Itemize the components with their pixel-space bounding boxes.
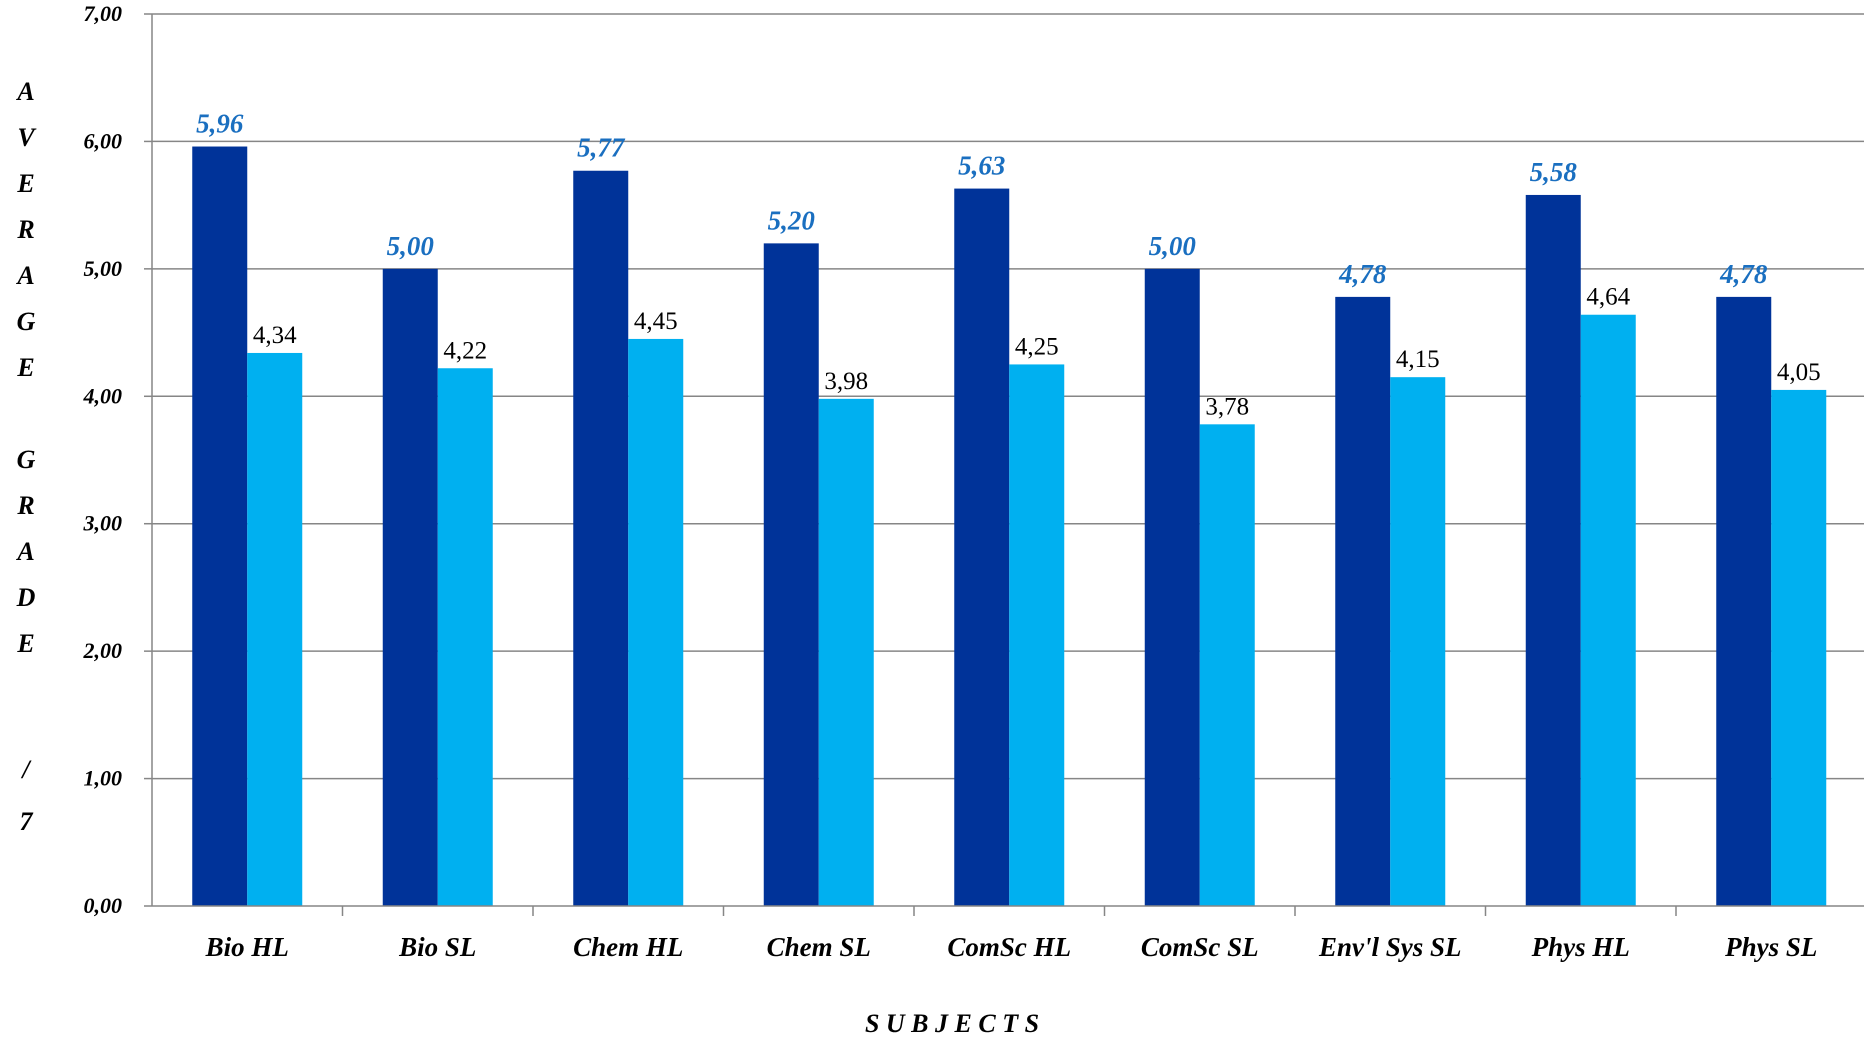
y-axis-title-letter: / xyxy=(20,755,32,784)
y-tick-label: 1,00 xyxy=(84,766,123,791)
bar-series1 xyxy=(573,170,629,907)
y-axis-title-letter: D xyxy=(16,583,36,612)
bar-series2 xyxy=(628,338,684,906)
bar-series2 xyxy=(1199,424,1255,906)
y-tick-label: 3,00 xyxy=(83,511,123,536)
data-label-series2: 4,34 xyxy=(253,322,297,349)
data-label-series2: 4,25 xyxy=(1015,333,1059,360)
y-tick-label: 5,00 xyxy=(84,256,123,281)
data-label-series1: 5,00 xyxy=(1149,231,1197,261)
x-category-label: Bio HL xyxy=(205,932,289,962)
data-label-series1: 5,77 xyxy=(577,133,626,163)
y-axis-title-letter: A xyxy=(15,537,34,566)
data-label-series2: 4,05 xyxy=(1777,359,1821,386)
bars xyxy=(192,146,1827,907)
y-tick-labels: 0,00 1,00 2,00 3,00 4,00 5,00 6,00 7,00 xyxy=(83,1,123,918)
x-category-label: Chem HL xyxy=(573,932,683,962)
data-label-series2: 3,78 xyxy=(1205,393,1249,420)
y-tick-label: 6,00 xyxy=(84,128,123,153)
y-axis-title-letter: V xyxy=(17,123,37,152)
bar-series1 xyxy=(763,243,819,906)
y-tick-label: 7,00 xyxy=(84,1,123,26)
y-axis-title-letter: G xyxy=(17,307,36,336)
bar-series2 xyxy=(1009,364,1065,906)
bar-series2 xyxy=(1390,377,1446,907)
x-category-label: ComSc HL xyxy=(947,932,1071,962)
data-label-series2: 4,22 xyxy=(443,337,487,364)
x-category-label: Phys HL xyxy=(1531,932,1630,962)
bar-series1 xyxy=(954,188,1010,906)
y-axis-title-letter: G xyxy=(17,445,36,474)
data-label-series1: 5,00 xyxy=(387,231,435,261)
data-label-series2: 4,15 xyxy=(1396,346,1440,373)
y-tick-label: 4,00 xyxy=(83,383,123,408)
bar-series2 xyxy=(247,352,303,907)
data-labels: 5,96 4,34 5,00 4,22 5,77 4,45 5,20 3,98 5,63 4,25… xyxy=(196,109,1821,421)
data-label-series1: 5,63 xyxy=(958,151,1005,181)
x-category-label: Phys SL xyxy=(1724,932,1817,962)
y-tick-label: 2,00 xyxy=(83,638,123,663)
y-axis-title-letter: E xyxy=(16,353,34,382)
axes xyxy=(144,13,1864,916)
y-axis-title-letter: E xyxy=(16,629,34,658)
x-category-label: ComSc SL xyxy=(1141,932,1259,962)
x-category-label: Env'l Sys SL xyxy=(1318,932,1462,962)
bar-series1 xyxy=(1525,194,1581,906)
bar-series1 xyxy=(382,268,438,906)
data-label-series2: 4,64 xyxy=(1586,284,1630,311)
y-axis-title-letter: 7 xyxy=(20,807,34,836)
x-category-label: Chem SL xyxy=(767,932,871,962)
bar-series2 xyxy=(818,398,874,906)
data-label-series2: 4,45 xyxy=(634,308,678,335)
y-axis-title-letter: A xyxy=(15,77,34,106)
data-label-series1: 4,78 xyxy=(1338,259,1387,289)
bar-series2 xyxy=(437,368,493,906)
bar-series1 xyxy=(1716,296,1772,906)
bar-series1 xyxy=(192,146,248,907)
data-label-series1: 4,78 xyxy=(1719,259,1768,289)
bar-series2 xyxy=(1580,314,1636,906)
bar-series2 xyxy=(1771,389,1827,906)
data-label-series1: 5,58 xyxy=(1530,157,1578,187)
x-axis-title: S U B J E C T S xyxy=(865,1009,1039,1038)
y-axis-title-letter: E xyxy=(16,169,34,198)
x-category-label: Bio SL xyxy=(398,932,476,962)
x-category-labels: Bio HL Bio SL Chem HL Chem SL ComSc HL ComSc … xyxy=(205,932,1818,962)
y-axis-title-letter: R xyxy=(16,491,34,520)
bar-series1 xyxy=(1144,268,1200,906)
data-label-series2: 3,98 xyxy=(824,368,868,395)
data-label-series1: 5,20 xyxy=(768,205,816,235)
y-axis-title-letter: A xyxy=(15,261,34,290)
data-label-series1: 5,96 xyxy=(196,109,244,139)
y-tick-label: 0,00 xyxy=(84,893,123,918)
y-axis-title-letter: R xyxy=(16,215,34,244)
bar-series1 xyxy=(1335,296,1391,906)
